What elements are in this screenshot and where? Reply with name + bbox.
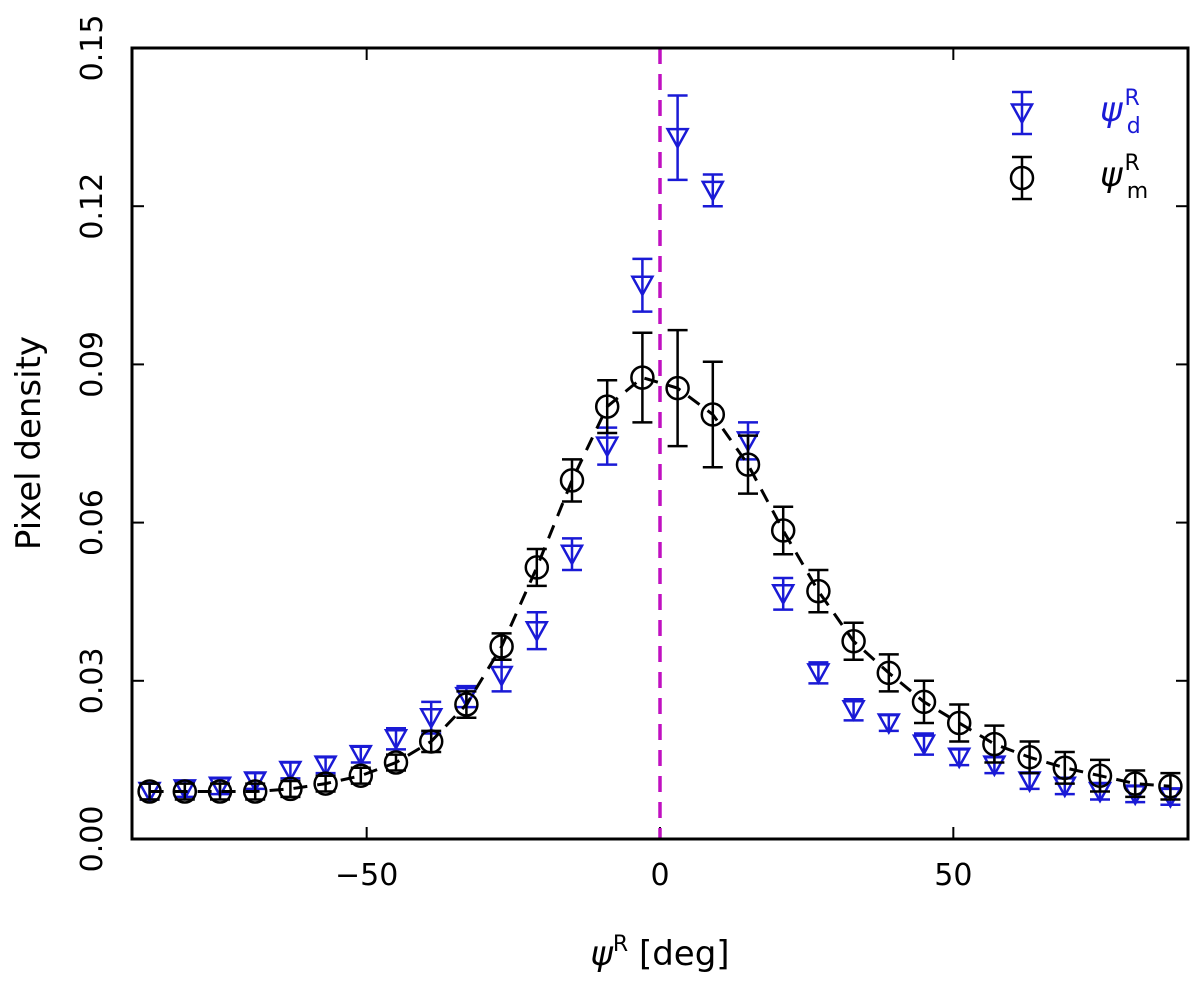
legend-label-m: ψR m bbox=[1100, 151, 1148, 204]
data-point-m bbox=[1158, 774, 1183, 799]
x-tick-label: 50 bbox=[934, 858, 972, 893]
y-tick-label: 0.06 bbox=[75, 489, 110, 556]
y-tick-label: 0.12 bbox=[75, 173, 110, 240]
plot-frame bbox=[130, 46, 1190, 841]
data-point-m bbox=[137, 779, 162, 804]
legend-marker-circle bbox=[1009, 165, 1035, 191]
data-point-d bbox=[630, 275, 655, 298]
data-point-d bbox=[313, 755, 338, 778]
data-point-m bbox=[1087, 763, 1113, 788]
data-point-m bbox=[207, 779, 233, 804]
y-tick-label: 0.00 bbox=[75, 806, 110, 873]
frame-layer bbox=[130, 46, 1190, 841]
data-point-m bbox=[348, 763, 374, 788]
series-m bbox=[137, 328, 1183, 804]
data-point-m bbox=[770, 518, 796, 543]
y-tick-label: 0.03 bbox=[75, 647, 110, 714]
x-tick-label: −50 bbox=[335, 858, 398, 893]
data-point-m bbox=[383, 750, 409, 775]
legend-entry-d: ψR d bbox=[1009, 86, 1141, 139]
data-point-d bbox=[947, 747, 972, 770]
data-point-m bbox=[454, 692, 479, 717]
legend-marker-triangle bbox=[1009, 103, 1035, 126]
data-point-d bbox=[665, 127, 690, 150]
data-point-m bbox=[735, 452, 761, 477]
data-point-d bbox=[559, 544, 585, 567]
data-point-d bbox=[278, 760, 303, 783]
data-point-d bbox=[700, 180, 725, 203]
data-point-d bbox=[348, 744, 373, 767]
x-axis-label-unit: [deg] bbox=[628, 934, 729, 974]
ticks-layer: −50 0 50 0.00 0.03 0.06 0.09 0.12 0.15 bbox=[75, 15, 1188, 893]
labels-layer: ψR [deg] Pixel density bbox=[9, 336, 730, 974]
x-tick-label: 0 bbox=[650, 858, 669, 893]
data-point-d bbox=[419, 707, 444, 730]
data-point-m bbox=[1052, 755, 1078, 781]
data-point-d bbox=[806, 663, 831, 685]
data-point-d bbox=[383, 729, 409, 751]
data-point-m bbox=[946, 710, 972, 736]
data-point-m bbox=[700, 402, 726, 427]
data-point-m bbox=[313, 771, 338, 796]
y-tick-label: 0.09 bbox=[75, 331, 110, 398]
data-point-d bbox=[735, 431, 761, 453]
data-point-d bbox=[911, 734, 937, 757]
x-axis-label-sup: R bbox=[613, 932, 628, 957]
data-point-m bbox=[489, 634, 514, 659]
data-point-d bbox=[771, 584, 796, 606]
series-m-line bbox=[149, 375, 1171, 794]
data-point-m bbox=[982, 731, 1007, 757]
data-point-m bbox=[559, 468, 585, 493]
data-point-m bbox=[242, 779, 268, 804]
data-point-d bbox=[524, 620, 549, 643]
data-point-d bbox=[207, 776, 233, 799]
data-point-d bbox=[489, 665, 514, 688]
data-point-m bbox=[524, 555, 550, 580]
legend: ψR d ψR m bbox=[1009, 86, 1148, 204]
legend-entry-m: ψR m bbox=[1009, 151, 1148, 204]
y-axis-label: Pixel density bbox=[9, 336, 49, 550]
x-axis-label-symbol: ψ bbox=[590, 934, 613, 974]
data-point-m bbox=[172, 779, 198, 804]
legend-label-d: ψR d bbox=[1100, 86, 1141, 139]
data-point-d bbox=[595, 436, 620, 459]
data-point-m bbox=[665, 375, 690, 401]
data-point-m bbox=[841, 629, 866, 654]
data-point-m bbox=[806, 578, 831, 604]
data-point-d bbox=[454, 686, 479, 709]
data-point-d bbox=[876, 713, 901, 736]
data-point-m bbox=[876, 660, 902, 686]
x-axis-label: ψR [deg] bbox=[590, 932, 729, 974]
data-point-m bbox=[594, 394, 620, 419]
y-tick-label: 0.15 bbox=[75, 15, 110, 82]
data-point-d bbox=[841, 700, 866, 722]
data-point-m bbox=[1017, 745, 1042, 770]
data-point-m bbox=[911, 689, 937, 715]
data-point-m bbox=[1122, 771, 1148, 796]
series-layer bbox=[137, 94, 1183, 809]
data-point-m bbox=[630, 365, 655, 390]
data-point-m bbox=[278, 776, 303, 802]
data-point-m bbox=[418, 729, 444, 754]
